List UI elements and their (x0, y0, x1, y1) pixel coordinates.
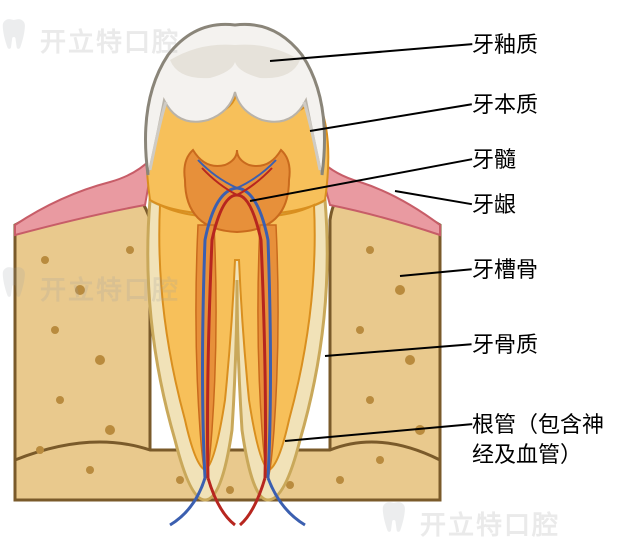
label-pulp: 牙髓 (472, 145, 516, 175)
label-root_canal: 根管（包含神 经及血管） (472, 410, 604, 469)
label-enamel: 牙釉质 (472, 30, 538, 60)
label-gingiva: 牙龈 (472, 190, 516, 220)
label-dentin: 牙本质 (472, 90, 538, 120)
tooth-diagram: 牙釉质牙本质牙髓牙龈牙槽骨牙骨质根管（包含神 经及血管） 开立特口腔开立特口腔开… (0, 0, 635, 532)
label-alveolar: 牙槽骨 (472, 255, 538, 285)
label-cementum: 牙骨质 (472, 330, 538, 360)
